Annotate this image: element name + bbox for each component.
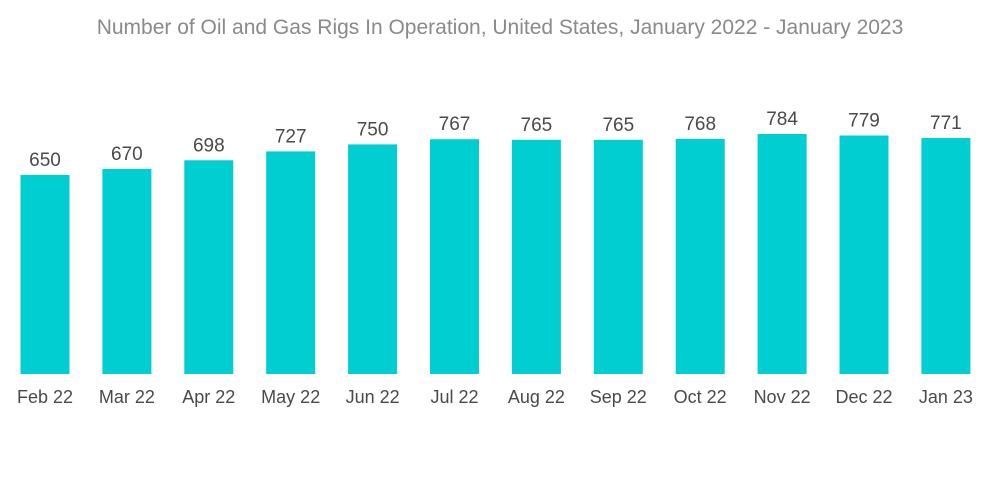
bar-may-22: [266, 151, 316, 374]
bar-nov-22: [757, 134, 807, 374]
data-label: 767: [439, 114, 471, 135]
x-tick-label: Sep 22: [590, 387, 647, 407]
x-tick-label: Jun 22: [346, 387, 400, 407]
data-label: 765: [521, 115, 553, 136]
bar-jul-22: [430, 139, 479, 374]
data-label: 765: [602, 115, 634, 136]
data-label: 784: [766, 109, 798, 130]
data-label: 727: [275, 126, 307, 147]
x-tick-label: Dec 22: [835, 387, 892, 407]
data-label: 771: [930, 113, 962, 134]
x-tick-label: Apr 22: [182, 387, 235, 407]
bar-dec-22: [839, 135, 889, 374]
x-tick-label: Jan 23: [919, 387, 973, 407]
bar-mar-22: [102, 168, 152, 374]
bar-feb-22: [20, 175, 70, 374]
bar-jun-22: [348, 144, 398, 374]
data-label: 698: [193, 135, 225, 156]
x-tick-label: May 22: [261, 387, 320, 407]
chart-title: Number of Oil and Gas Rigs In Operation,…: [96, 16, 904, 39]
x-tick-label: Feb 22: [17, 387, 73, 407]
data-label: 750: [357, 119, 389, 140]
data-label: 670: [111, 144, 143, 165]
bar-aug-22: [511, 139, 561, 374]
data-label: 650: [29, 150, 61, 171]
x-tick-label: Jul 22: [430, 387, 478, 407]
bar-sep-22: [593, 139, 643, 374]
bar-apr-22: [184, 160, 234, 374]
x-tick-label: Oct 22: [674, 387, 727, 407]
data-label: 779: [848, 111, 880, 132]
x-tick-label: Aug 22: [508, 387, 565, 407]
x-tick-label: Mar 22: [99, 387, 155, 407]
x-tick-label: Nov 22: [754, 387, 811, 407]
bar-jan-23: [921, 138, 971, 374]
data-label: 768: [684, 114, 716, 135]
bar-oct-22: [675, 138, 725, 374]
